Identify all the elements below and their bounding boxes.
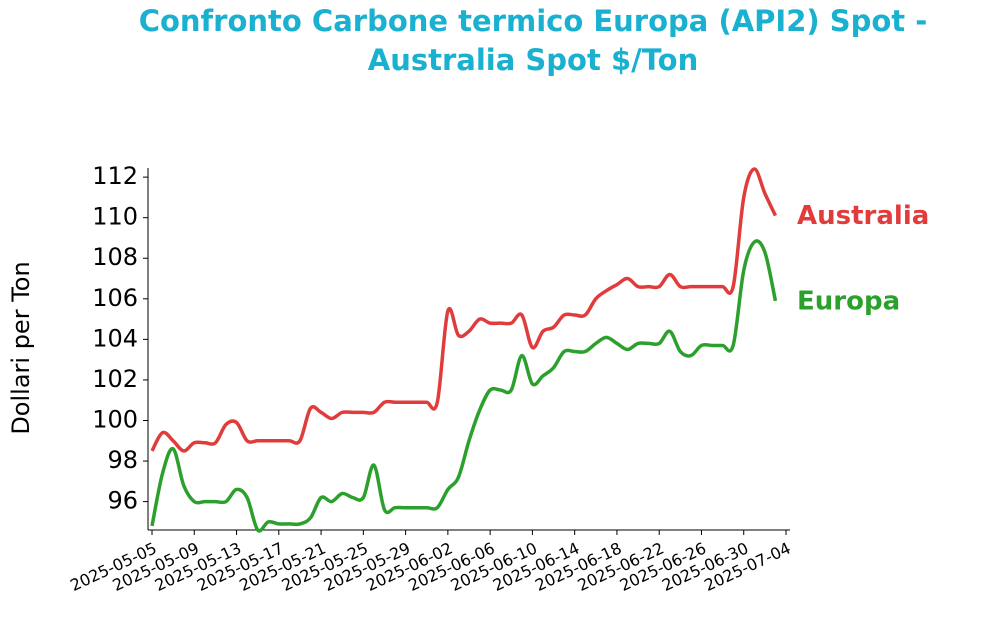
- y-tick-label: 110: [92, 203, 138, 231]
- series-line: [150, 167, 778, 453]
- y-tick-label: 96: [107, 487, 138, 515]
- y-axis-label: Dollari per Ton: [7, 261, 35, 434]
- series-line: [150, 239, 778, 533]
- y-tick-label: 112: [92, 162, 138, 190]
- series-label: Australia: [797, 201, 929, 231]
- y-tick-label: 108: [92, 243, 138, 271]
- y-tick-label: 104: [92, 324, 138, 352]
- y-tick-label: 102: [92, 365, 138, 393]
- y-tick-label: 98: [107, 446, 138, 474]
- y-tick-label: 100: [92, 405, 138, 433]
- chart-title: Confronto Carbone termico Europa (API2) …: [138, 4, 928, 77]
- y-tick-label: 106: [92, 284, 138, 312]
- series-label: Europa: [797, 286, 900, 316]
